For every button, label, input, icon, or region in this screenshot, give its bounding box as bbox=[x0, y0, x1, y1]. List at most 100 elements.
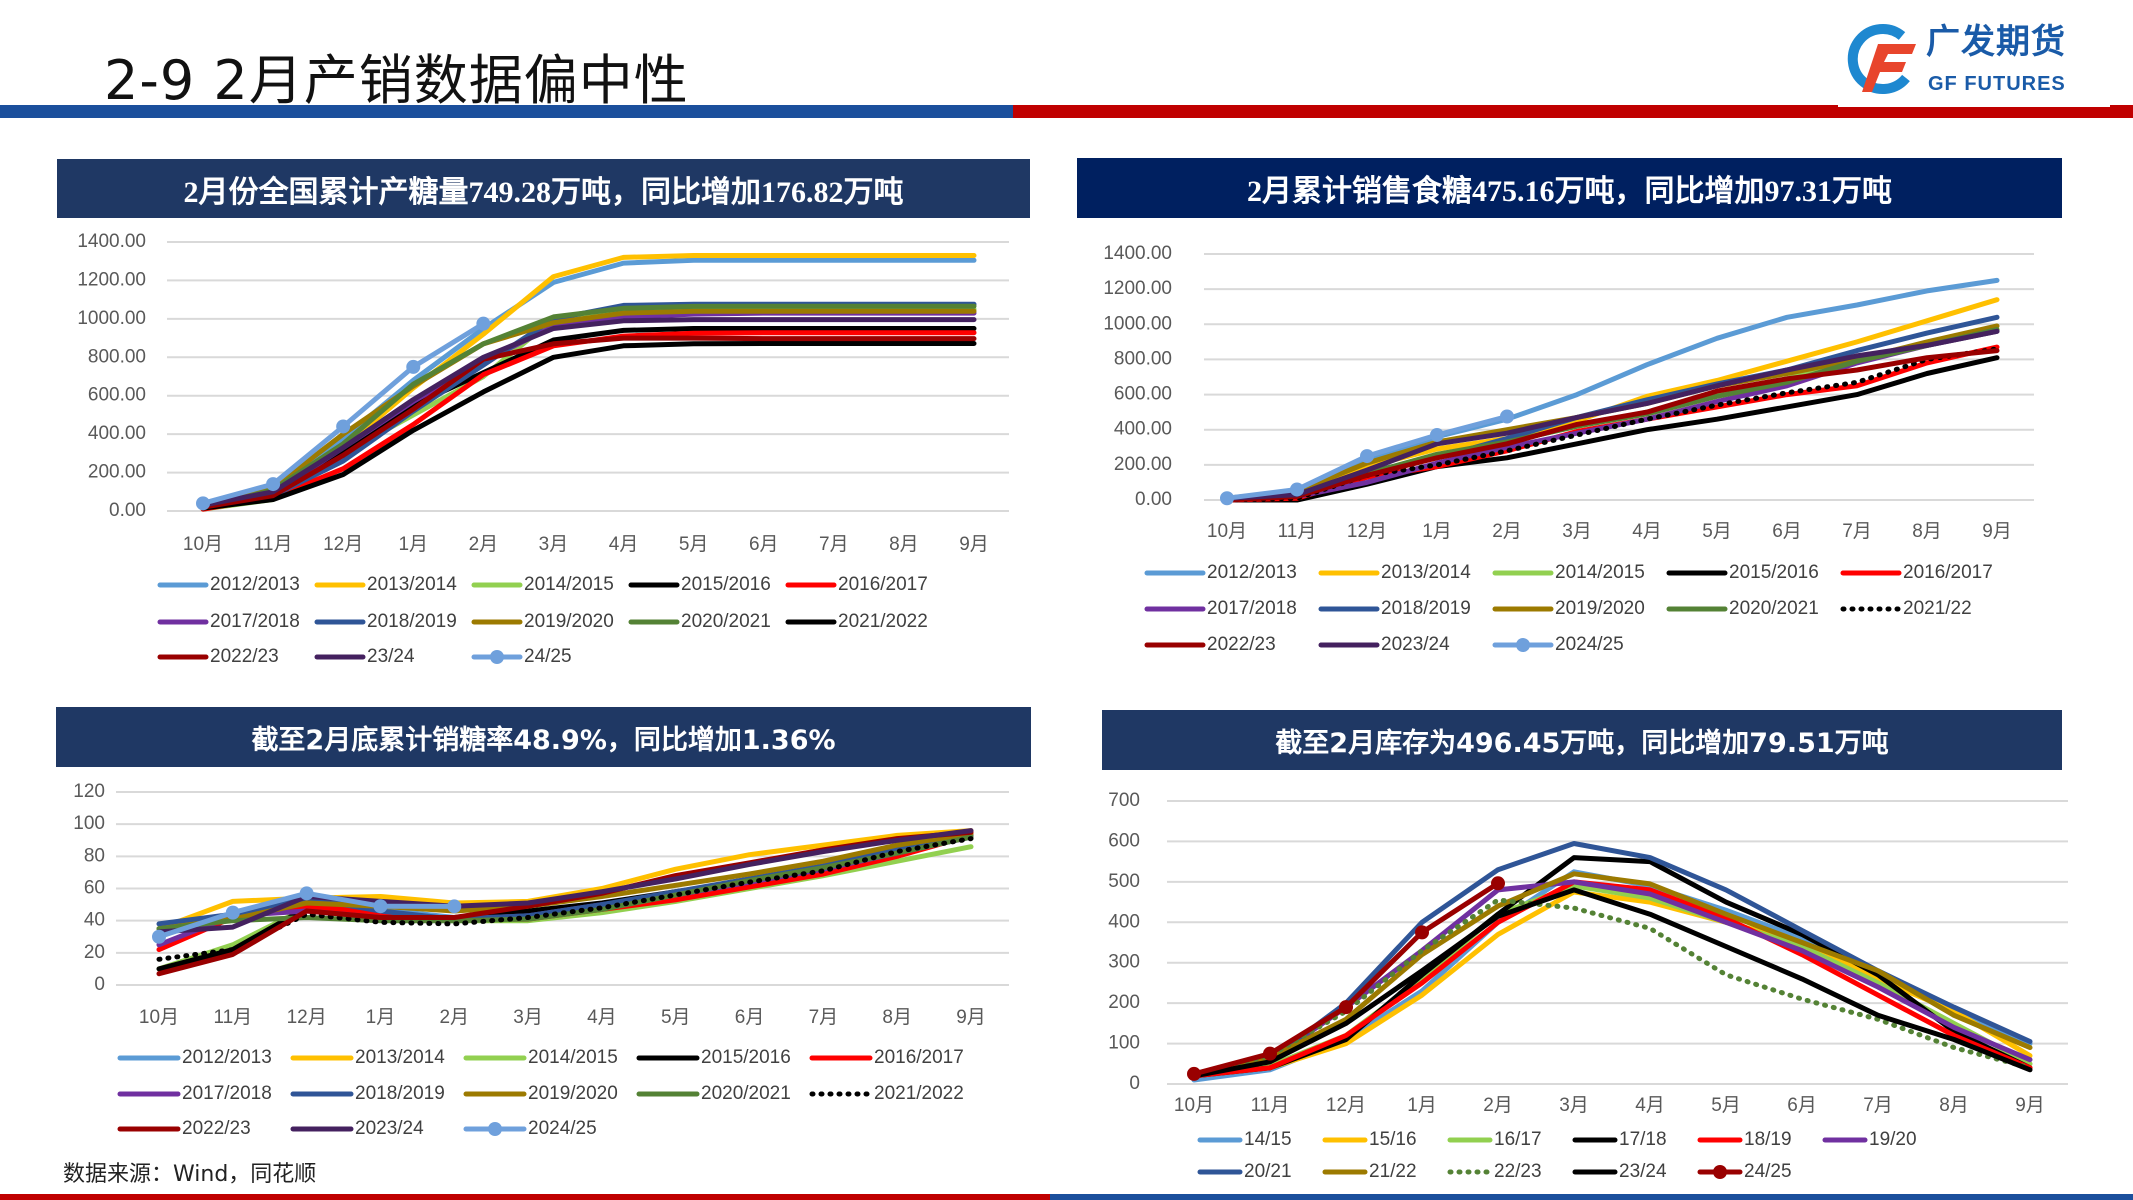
x-tick-label: 10月 bbox=[1207, 521, 1247, 542]
legend-item: 15/16 bbox=[1322, 1129, 1417, 1150]
legend-label: 2012/2013 bbox=[210, 574, 300, 595]
legend-marker bbox=[1713, 1165, 1727, 1179]
series-line-2022-23 bbox=[200, 335, 977, 510]
x-tick-label: 6月 bbox=[749, 534, 779, 555]
y-tick-label: 600.00 bbox=[88, 385, 146, 406]
data-point-marker bbox=[1491, 876, 1505, 891]
legend-label: 2021/22 bbox=[1903, 598, 1972, 619]
legend-item: 2024/25 bbox=[1492, 634, 1624, 655]
legend-label: 2014/2015 bbox=[524, 574, 614, 595]
x-tick-label: 1月 bbox=[366, 1007, 396, 1028]
legend-item: 2016/2017 bbox=[785, 574, 928, 595]
data-point-marker bbox=[336, 419, 351, 434]
legend-label: 2013/2014 bbox=[1381, 562, 1471, 583]
data-point-marker bbox=[1360, 449, 1374, 464]
legend-item: 2012/2013 bbox=[117, 1047, 272, 1068]
legend-item: 20/21 bbox=[1197, 1161, 1292, 1182]
x-tick-label: 3月 bbox=[1559, 1095, 1589, 1116]
data-point-marker bbox=[299, 886, 314, 901]
data-point-marker bbox=[1187, 1066, 1201, 1081]
legend-label: 2021/2022 bbox=[838, 611, 928, 632]
chart-2: 0.00 200.00 400.00 600.00 800.00 1000.00 1200.… bbox=[1103, 243, 2034, 655]
y-tick-label: 1200.00 bbox=[77, 269, 146, 290]
legend-item: 2020/2021 bbox=[1666, 598, 1819, 619]
series-line-22-23 bbox=[1191, 897, 2033, 1077]
legend-label: 2015/2016 bbox=[1729, 562, 1819, 583]
data-point-marker bbox=[152, 929, 166, 944]
legend-label: 2020/2021 bbox=[681, 611, 771, 632]
legend-item: 24/25 bbox=[1697, 1161, 1792, 1182]
legend-label: 2022/23 bbox=[210, 646, 279, 667]
legend-label: 18/19 bbox=[1744, 1129, 1792, 1150]
series-line-2023-24 bbox=[1224, 328, 2000, 501]
x-tick-label: 7月 bbox=[819, 534, 849, 555]
legend-item: 17/18 bbox=[1572, 1129, 1667, 1150]
logo-text-cn: 广发期货 bbox=[1926, 22, 2066, 62]
series-line-23-24 bbox=[1191, 887, 2033, 1079]
legend-item: 2018/2019 bbox=[290, 1083, 445, 1104]
legend-item: 2015/2016 bbox=[628, 574, 771, 595]
legend-item: 23/24 bbox=[314, 646, 415, 667]
legend-label: 23/24 bbox=[367, 646, 415, 667]
legend-item: 2018/2019 bbox=[314, 611, 457, 632]
legend-label: 2013/2014 bbox=[367, 574, 457, 595]
legend-label: 2019/2020 bbox=[524, 611, 614, 632]
x-tick-label: 11月 bbox=[254, 534, 293, 555]
legend-item: 24/25 bbox=[471, 646, 572, 667]
legend-item: 23/24 bbox=[1572, 1161, 1667, 1182]
series-line-17-18 bbox=[1191, 855, 2033, 1079]
x-tick-label: 11月 bbox=[1251, 1095, 1290, 1116]
slide-title: 2-9 2月产销数据偏中性 bbox=[104, 49, 689, 112]
legend-label: 2024/25 bbox=[1555, 634, 1624, 655]
legend-label: 2016/2017 bbox=[874, 1047, 964, 1068]
y-tick-label: 100 bbox=[73, 813, 105, 834]
x-tick-label: 2月 bbox=[1483, 1095, 1513, 1116]
legend-label: 2020/2021 bbox=[1729, 598, 1819, 619]
x-tick-label: 8月 bbox=[1939, 1095, 1969, 1116]
legend-item: 2024/25 bbox=[463, 1118, 597, 1139]
data-point-marker bbox=[1263, 1046, 1277, 1061]
y-tick-label: 400.00 bbox=[88, 423, 146, 444]
legend-item: 2015/2016 bbox=[636, 1047, 791, 1068]
legend-item: 2021/2022 bbox=[785, 611, 928, 632]
legend-item: 2014/2015 bbox=[471, 574, 614, 595]
header-bar-blue bbox=[0, 105, 1013, 118]
legend-item: 2017/2018 bbox=[117, 1083, 272, 1104]
legend-item: 2022/23 bbox=[1144, 634, 1276, 655]
x-tick-label: 2月 bbox=[439, 1007, 469, 1028]
legend-item: 2020/2021 bbox=[636, 1083, 791, 1104]
chart-3: 0 20 40 60 80 100 120 10月 11月 12月 1月 2月 3月 4月 5月 6月 7月 8月… bbox=[73, 781, 1009, 1139]
legend-label: 2012/2013 bbox=[1207, 562, 1297, 583]
legend-label: 24/25 bbox=[1744, 1161, 1792, 1182]
y-tick-label: 0.00 bbox=[109, 500, 146, 521]
data-point-marker bbox=[406, 359, 421, 374]
series-line-2012-2013 bbox=[1224, 277, 2000, 501]
legend-label: 2023/24 bbox=[355, 1118, 424, 1139]
legend-item: 2016/2017 bbox=[1840, 562, 1993, 583]
legend-item: 14/15 bbox=[1197, 1129, 1292, 1150]
legend-item: 2020/2021 bbox=[628, 611, 771, 632]
y-tick-label: 0.00 bbox=[1135, 489, 1172, 510]
data-point-marker bbox=[225, 905, 240, 920]
y-tick-label: 1000.00 bbox=[1103, 313, 1172, 334]
series-line-2019-2020 bbox=[200, 308, 977, 509]
legend-item: 2013/2014 bbox=[290, 1047, 445, 1068]
legend-item: 2019/2020 bbox=[471, 611, 614, 632]
legend-marker bbox=[490, 650, 504, 664]
chart-1: 0.00 200.00 400.00 600.00 800.00 1000.00 1200.… bbox=[77, 231, 1009, 667]
legend-label: 2019/2020 bbox=[528, 1083, 618, 1104]
x-tick-label: 10月 bbox=[1174, 1095, 1214, 1116]
x-tick-label: 5月 bbox=[679, 534, 709, 555]
legend-label: 2013/2014 bbox=[355, 1047, 445, 1068]
legend-item: 2022/23 bbox=[157, 646, 279, 667]
legend-item: 2012/2013 bbox=[157, 574, 300, 595]
y-tick-label: 120 bbox=[73, 781, 105, 802]
x-tick-label: 3月 bbox=[1562, 521, 1592, 542]
gf-futures-logo: 广发期货 GF FUTURES bbox=[1838, 0, 2110, 107]
x-tick-label: 7月 bbox=[1842, 521, 1872, 542]
x-tick-label: 2月 bbox=[1492, 521, 1522, 542]
legend-item: 2019/2020 bbox=[463, 1083, 618, 1104]
y-tick-label: 80 bbox=[84, 845, 105, 866]
legend-label: 2022/23 bbox=[1207, 634, 1276, 655]
